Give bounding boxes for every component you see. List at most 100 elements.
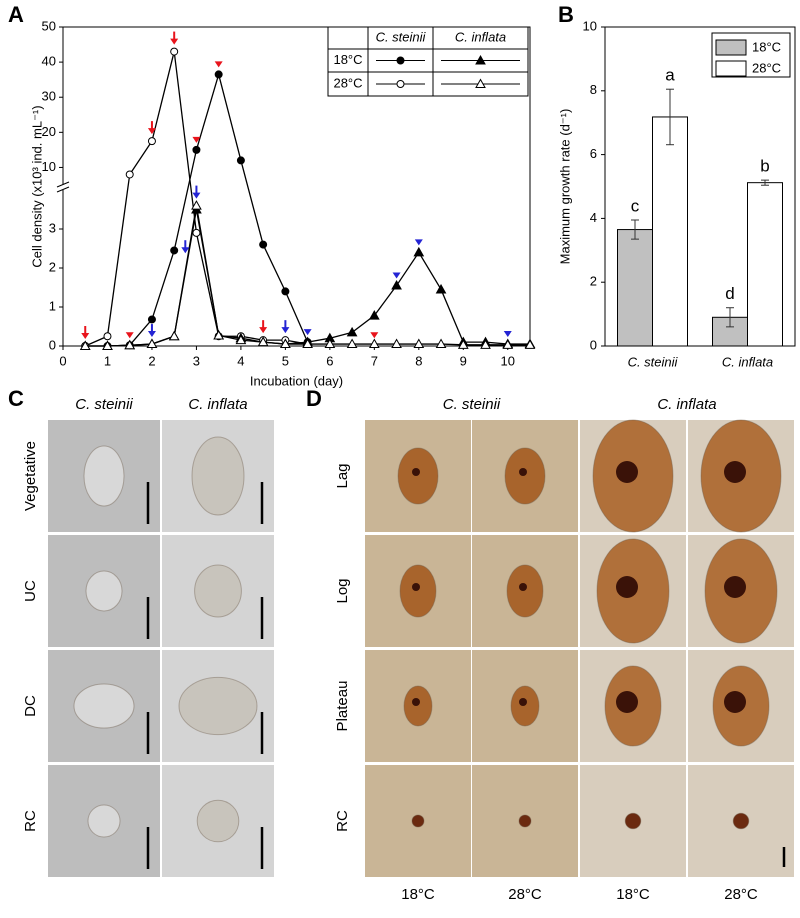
nucleus: [724, 691, 746, 713]
x-tick-label: 6: [326, 353, 333, 368]
data-point: [391, 338, 402, 349]
y-tick-label: 30: [42, 89, 56, 104]
phase-marker: [170, 31, 179, 45]
error-bar: [631, 219, 639, 240]
significance-label: b: [760, 157, 769, 176]
arrow-head: [214, 61, 223, 68]
phase-marker: [147, 324, 156, 338]
nucleus: [412, 698, 420, 706]
arrow-head: [370, 332, 379, 339]
data-point: [413, 338, 425, 349]
bar: [747, 182, 783, 347]
y-axis-label: Maximum growth rate (d⁻¹): [557, 109, 572, 265]
panel-label: D: [306, 386, 322, 411]
data-point: [192, 145, 201, 154]
row-label: RC: [334, 810, 351, 832]
data-point: [346, 338, 358, 349]
data-point: [214, 70, 223, 79]
y-tick-label: 10: [42, 159, 56, 174]
data-point: [146, 338, 158, 349]
arrow-head: [192, 192, 201, 199]
data-point: [124, 339, 136, 350]
data-point: [480, 339, 491, 349]
row-label: UC: [22, 580, 39, 602]
data-point: [147, 137, 156, 146]
x-axis-label: Incubation (day): [250, 373, 343, 388]
data-point: [524, 339, 536, 349]
axis-break: [56, 186, 70, 193]
data-point: [302, 338, 313, 349]
cell-image: [397, 447, 439, 505]
temperature-label: 18°C: [616, 886, 650, 903]
axis-break-gap: [59, 185, 67, 190]
data-point: [391, 280, 402, 290]
x-tick-label: C. inflata: [722, 354, 773, 369]
data-point: [147, 315, 156, 324]
cell-image: [194, 564, 242, 618]
x-tick-label: 0: [59, 353, 66, 368]
x-tick-label: 7: [371, 353, 378, 368]
data-point: [213, 329, 225, 340]
column-header: C. steinii: [75, 396, 133, 413]
data-point: [368, 310, 380, 320]
phase-marker: [214, 61, 223, 68]
arrow-head: [392, 272, 401, 279]
nucleus: [724, 576, 746, 598]
legend-row: 28°C: [333, 75, 362, 90]
row-label: RC: [22, 810, 39, 832]
panel-label: C: [8, 386, 24, 411]
arrow-head: [281, 327, 290, 334]
y-tick-label: 1: [49, 298, 56, 313]
x-tick-label: 5: [282, 353, 289, 368]
arrow-head: [125, 332, 134, 339]
data-point: [368, 338, 380, 349]
cell-image: [85, 570, 123, 612]
arrow-head: [147, 128, 156, 135]
data-point: [103, 332, 112, 341]
arrow-head: [81, 333, 90, 339]
legend-label: 28°C: [752, 60, 781, 75]
column-header: C. inflata: [657, 396, 716, 413]
cell-image: [403, 685, 433, 727]
y-tick-label: 0: [590, 337, 597, 352]
cell-image: [504, 447, 546, 505]
nucleus: [519, 468, 527, 476]
panel-label: B: [558, 2, 574, 27]
arrow-head: [259, 327, 268, 334]
phase-marker: [181, 240, 190, 254]
data-point: [281, 287, 290, 296]
y-tick-label: 20: [42, 124, 56, 139]
x-tick-label: C. steinii: [628, 354, 679, 369]
error-bar: [726, 307, 734, 328]
phase-marker: [414, 239, 423, 246]
nucleus: [519, 583, 527, 591]
data-point: [102, 340, 113, 350]
legend-label: 18°C: [752, 39, 781, 54]
phase-marker: [303, 329, 312, 336]
phase-marker: [281, 320, 290, 334]
data-point: [435, 338, 447, 349]
phase-marker: [125, 332, 134, 339]
arrow-head: [414, 239, 423, 246]
legend-row: 18°C: [333, 52, 362, 67]
y-tick-label: 50: [42, 18, 56, 33]
x-tick-label: 4: [237, 353, 244, 368]
legend-column: C. steinii: [376, 29, 427, 44]
data-point: [475, 54, 486, 65]
axis-break: [56, 181, 70, 188]
data-point: [235, 334, 247, 345]
row-label: Vegetative: [22, 441, 39, 511]
y-tick-label: 10: [583, 18, 597, 33]
data-point: [324, 338, 336, 349]
panel-label: A: [8, 2, 24, 27]
x-tick-label: 1: [104, 353, 111, 368]
arrow-head: [503, 331, 512, 338]
nucleus: [412, 583, 420, 591]
data-point: [79, 340, 91, 350]
cell-image: [518, 814, 532, 828]
data-point: [457, 339, 469, 349]
temperature-label: 18°C: [401, 886, 435, 903]
data-point: [346, 326, 358, 337]
plot-frame: [604, 26, 796, 347]
